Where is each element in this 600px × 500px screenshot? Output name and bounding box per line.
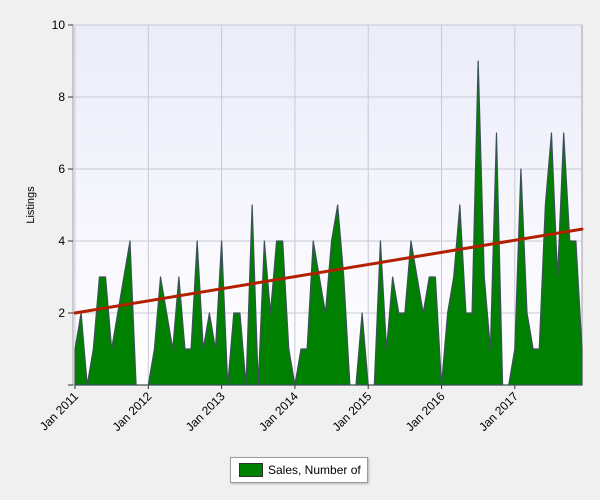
x-tick-label: Jan 2017	[476, 389, 521, 434]
y-tick-label: 8	[58, 90, 65, 104]
legend: Sales, Number of	[230, 457, 368, 483]
legend-swatch	[239, 463, 263, 477]
x-tick-label: Jan 2013	[183, 389, 228, 434]
series-area-fill	[74, 60, 583, 386]
x-tick-label: Jan 2016	[403, 389, 448, 434]
trend-line	[73, 227, 584, 315]
x-tick-label: Jan 2011	[37, 389, 81, 433]
x-axis-ticks: Jan 2011 Jan 2012 Jan 2013 Jan 2014 Jan 2015…	[37, 385, 521, 434]
legend-label: Sales, Number of	[268, 463, 361, 477]
y-tick-label: 6	[58, 162, 65, 176]
x-tick-label: Jan 2014	[256, 389, 301, 434]
y-axis-ticks: 2 4 6 8 10	[52, 18, 73, 386]
y-tick-label: 4	[58, 234, 65, 248]
trend-line-group	[73, 227, 584, 315]
y-tick-label: 2	[58, 306, 65, 320]
y-axis-title: Listings	[25, 186, 37, 224]
x-tick-label: Jan 2015	[330, 389, 375, 434]
y-tick-label: 10	[52, 18, 66, 32]
series-area	[74, 60, 583, 386]
x-tick-label: Jan 2012	[110, 389, 155, 434]
